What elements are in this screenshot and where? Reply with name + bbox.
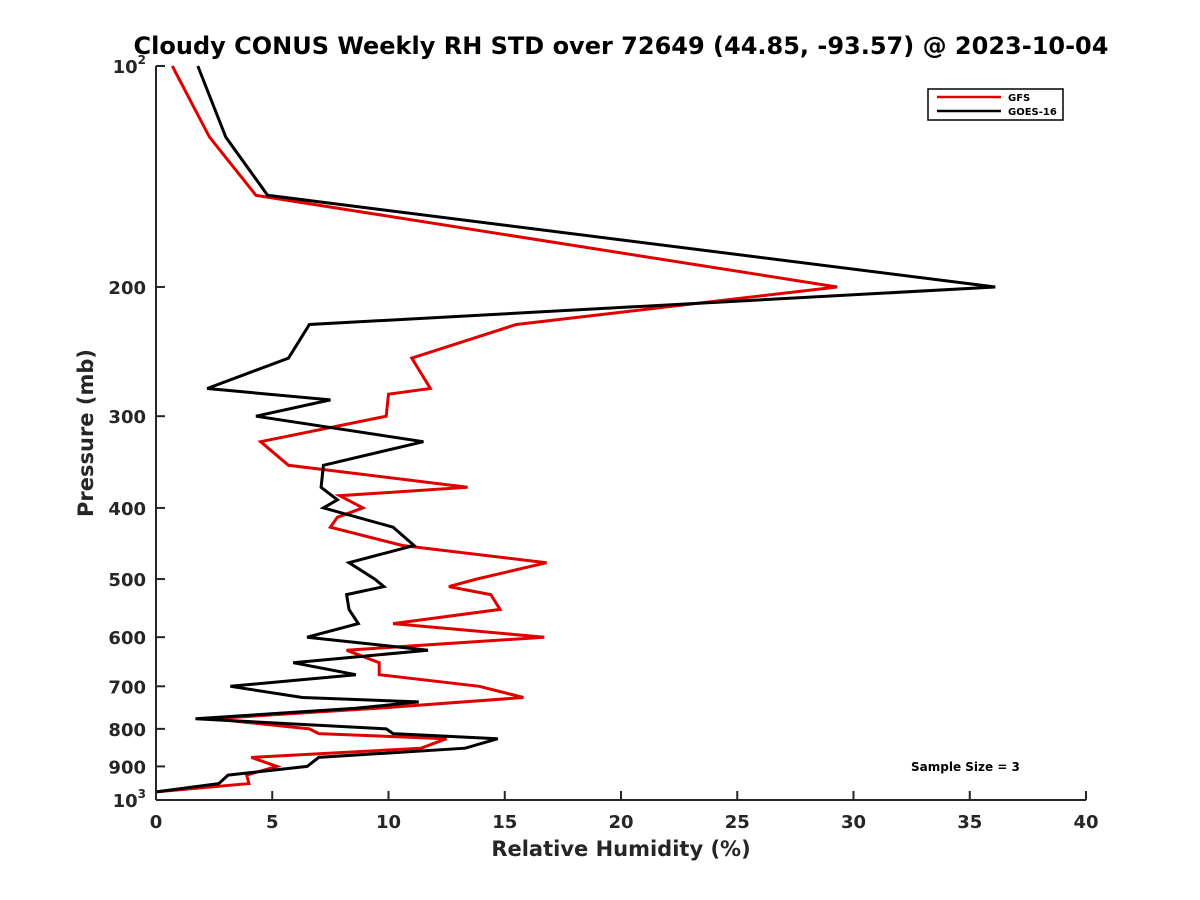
y-tick-label: 300 — [108, 407, 146, 428]
x-tick-label: 10 — [376, 812, 401, 833]
chart-title: Cloudy CONUS Weekly RH STD over 72649 (4… — [134, 32, 1109, 60]
y-axis-label: Pressure (mb) — [74, 349, 98, 517]
x-tick-label: 35 — [957, 812, 982, 833]
legend-box — [927, 88, 1064, 121]
legend-label-gfs: GFS — [1008, 93, 1030, 104]
y-tick-label: 600 — [108, 628, 146, 649]
plot-area — [155, 65, 996, 794]
x-tick-label: 40 — [1073, 812, 1098, 833]
y-tick-label: 400 — [108, 499, 146, 520]
sample-size-annotation: Sample Size = 3 — [911, 760, 1020, 774]
series-line-gfs — [155, 65, 838, 794]
x-tick-label: 20 — [608, 812, 633, 833]
y-tick-label: 200 — [108, 278, 146, 299]
x-axis-label: Relative Humidity (%) — [491, 837, 750, 861]
series-layer — [155, 65, 996, 794]
legend: GFS GOES-16 — [927, 88, 1064, 121]
x-tick-label: 15 — [492, 812, 517, 833]
y-tick-label: 102 — [113, 53, 146, 78]
y-tick-label: 800 — [108, 720, 146, 741]
y-tick-label: 500 — [108, 570, 146, 591]
y-tick-label: 900 — [108, 757, 146, 778]
y-tick-label: 103 — [113, 787, 146, 812]
x-axis-ticks: 0 5 10 15 20 25 30 35 40 — [150, 791, 1099, 833]
x-tick-label: 25 — [725, 812, 750, 833]
x-tick-label: 30 — [841, 812, 866, 833]
legend-label-goes16: GOES-16 — [1008, 107, 1057, 118]
x-tick-label: 5 — [266, 812, 279, 833]
y-axis-ticks: 102 200 300 400 500 600 700 800 900 103 — [108, 53, 165, 812]
x-tick-label: 0 — [150, 812, 163, 833]
y-tick-label: 700 — [108, 677, 146, 698]
series-line-goes16 — [155, 65, 996, 794]
